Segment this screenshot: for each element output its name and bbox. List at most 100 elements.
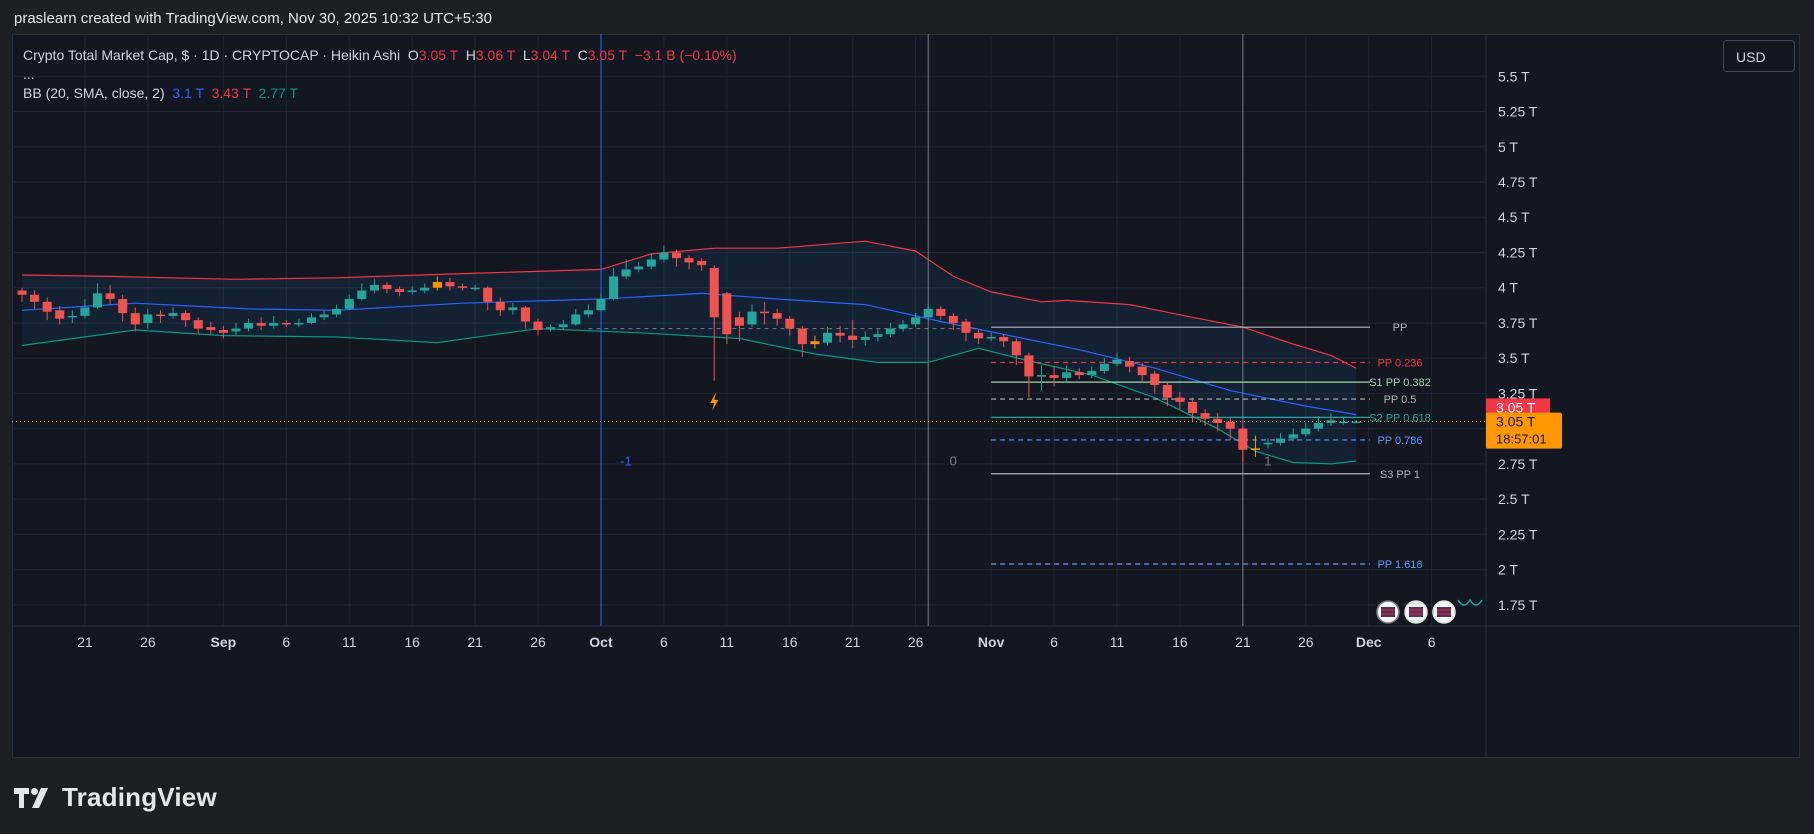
bollinger-upper-line xyxy=(21,240,1357,369)
candle-body xyxy=(357,290,367,299)
candle-body xyxy=(1200,413,1210,419)
candle-body xyxy=(898,324,908,329)
more-indicators[interactable]: ... xyxy=(23,66,35,82)
candle-body xyxy=(1024,355,1034,377)
bb-upper-value: 3.43 T xyxy=(211,85,251,101)
x-axis-tick-label: 6 xyxy=(660,634,668,650)
y-axis-tick-label: 4 T xyxy=(1498,280,1518,296)
x-axis-tick-label: 6 xyxy=(1050,634,1058,650)
candle-body xyxy=(1074,372,1084,376)
candle-body xyxy=(483,287,493,302)
economic-event-icon xyxy=(1432,600,1456,624)
x-axis-tick-label: Oct xyxy=(589,634,613,650)
candle-body xyxy=(1326,420,1336,424)
candle-body xyxy=(1112,359,1122,364)
current-price-value: 3.05 T xyxy=(1496,414,1536,430)
y-axis-tick-label: 5.5 T xyxy=(1498,68,1530,84)
tradingview-logo[interactable]: TradingView xyxy=(14,782,217,813)
candle-body xyxy=(17,290,27,295)
candle-body xyxy=(1187,401,1198,414)
candle-body xyxy=(835,332,845,336)
candle-body xyxy=(1087,370,1097,376)
candle-body xyxy=(155,314,165,316)
candle-body xyxy=(1313,423,1323,429)
currency-button[interactable]: USD xyxy=(1723,40,1795,72)
candle-body xyxy=(747,311,757,325)
candle-body xyxy=(30,294,40,302)
candle-body xyxy=(646,259,656,267)
candle-body xyxy=(634,266,644,270)
candle-body xyxy=(734,317,744,326)
candle-body xyxy=(1263,442,1273,445)
change-value: −3.1 B (−0.10%) xyxy=(634,47,737,63)
candle-body xyxy=(974,332,984,339)
candle-body xyxy=(1011,341,1021,356)
flag-stripe xyxy=(1437,613,1451,615)
candle-body xyxy=(244,322,254,329)
pivot-level-label: PP 0.786 xyxy=(1377,435,1422,447)
candle-body xyxy=(873,334,883,338)
candle-body xyxy=(760,311,770,314)
pivot-level-label: PP xyxy=(1393,322,1408,334)
candle-body xyxy=(105,293,115,299)
candle-body xyxy=(596,298,606,311)
y-axis-tick-label: 4.75 T xyxy=(1498,174,1538,190)
candle-body xyxy=(281,322,291,325)
close-value: 3.05 T xyxy=(587,47,627,63)
candle-body xyxy=(621,269,631,277)
candle-body xyxy=(533,321,543,330)
x-axis-tick-label: 21 xyxy=(467,634,483,650)
candle-body xyxy=(684,258,694,263)
chart-frame xyxy=(12,34,1800,758)
bollinger-basis-line xyxy=(21,292,1357,416)
candle-body xyxy=(1351,421,1361,424)
upper-price-tag-label: 3.05 T xyxy=(1496,399,1536,415)
candle-body xyxy=(445,282,455,287)
y-axis-tick-label: 3.75 T xyxy=(1498,315,1538,331)
candle-body xyxy=(319,314,329,318)
pivot-level-label: S2 PP 0.618 xyxy=(1369,412,1431,424)
candle-body xyxy=(911,317,921,325)
candle-body xyxy=(1150,373,1160,385)
candle-body xyxy=(722,293,732,335)
flag-field xyxy=(1381,607,1395,617)
candle-body xyxy=(709,267,719,318)
candle-body xyxy=(785,318,795,329)
y-axis-tick-label: 5 T xyxy=(1498,139,1518,155)
candle-body xyxy=(206,327,216,330)
y-axis-tick-label: 3.5 T xyxy=(1498,350,1530,366)
candle-body xyxy=(256,322,266,326)
x-axis-tick-label: 6 xyxy=(282,634,290,650)
candle-body xyxy=(1213,418,1223,424)
bb-row[interactable]: BB (20, SMA, close, 2) 3.1 T 3.43 T 2.77… xyxy=(23,84,737,103)
y-axis-tick-label: 4.5 T xyxy=(1498,209,1530,225)
flag-field xyxy=(1409,607,1423,617)
x-axis-tick-label: 26 xyxy=(530,634,546,650)
symbol-description[interactable]: Crypto Total Market Cap, $ · 1D · CRYPTO… xyxy=(23,47,401,63)
price-chart[interactable]: -1 0 1 PP PP 0.236 S1 PP 0.382 PP 0.5 S2 PP 0.6… xyxy=(12,34,1800,758)
candle-body xyxy=(67,315,77,318)
candle-body xyxy=(143,314,153,323)
economic-event-icon xyxy=(1376,600,1400,624)
candle-body xyxy=(860,337,870,340)
candle-body xyxy=(420,287,430,291)
candle-body xyxy=(1238,428,1248,450)
x-axis-tick-label: 16 xyxy=(1172,634,1188,650)
candle-body xyxy=(369,284,379,291)
candle-body xyxy=(1339,421,1349,424)
candle-body xyxy=(999,337,1009,342)
x-axis-tick-label: 21 xyxy=(77,634,93,650)
candle-body xyxy=(42,301,52,312)
candle-body xyxy=(495,301,505,311)
x-axis-tick-label: 21 xyxy=(1235,634,1251,650)
candle-body xyxy=(395,289,405,292)
low-value: 3.04 T xyxy=(530,47,570,63)
x-axis-tick-label: 26 xyxy=(908,634,924,650)
flag-stripe xyxy=(1381,613,1395,615)
y-axis-tick-label: 5.25 T xyxy=(1498,104,1538,120)
candle-body xyxy=(218,330,228,333)
tradingview-logo-icon xyxy=(14,787,48,808)
y-axis-tick-label: 3.25 T xyxy=(1498,385,1538,401)
y-axis-tick-label: 4.25 T xyxy=(1498,244,1538,260)
candle-body xyxy=(822,332,833,343)
